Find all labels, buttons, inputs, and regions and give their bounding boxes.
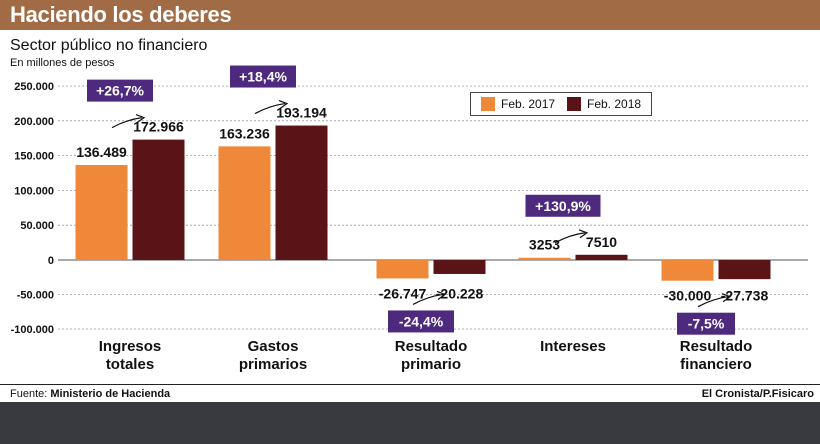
y-tick-label: 250.000	[14, 81, 54, 93]
source-prefix: Fuente:	[10, 388, 51, 400]
change-arrowhead	[578, 229, 589, 239]
change-arrow	[412, 293, 444, 305]
chart-subtitle: Sector público no financiero	[10, 37, 208, 54]
category-label: Gastos	[248, 338, 299, 355]
chart-title: Haciendo los deberes	[10, 2, 232, 27]
footer-divider	[0, 384, 820, 385]
bar-chart: 250.000 200.000 150.000 100.000 50.000 0 -50.0…	[11, 65, 808, 373]
category-label: Resultado	[680, 338, 753, 355]
legend-item-2018: Feb. 2018	[567, 96, 641, 112]
y-tick-label: 200.000	[14, 116, 54, 128]
infographic-card: Haciendo los deberes Sector público no f…	[0, 0, 820, 402]
category-label: totales	[106, 356, 154, 373]
bar	[661, 260, 714, 281]
legend: Feb. 2017 Feb. 2018	[470, 92, 652, 116]
legend-label-2018: Feb. 2018	[587, 97, 642, 111]
change-arrow	[254, 102, 286, 115]
data-label: -27.738	[721, 288, 769, 304]
credit-note: El Cronista/P.Fisicaro	[701, 388, 814, 400]
legend-label-2017: Feb. 2017	[501, 97, 556, 111]
change-badge	[525, 194, 601, 217]
data-label: 7510	[586, 234, 617, 250]
change-badge	[87, 79, 153, 102]
data-label: 172.966	[133, 119, 184, 135]
y-tick-label: 100.000	[14, 185, 54, 197]
legend-swatch-2018	[567, 97, 581, 111]
data-label: 163.236	[219, 125, 270, 141]
units-label: En millones de pesos	[10, 57, 115, 69]
bar	[376, 260, 429, 279]
bar	[518, 257, 571, 260]
change-arrow	[554, 232, 586, 244]
source-note: Fuente: Ministerio de Hacienda	[10, 388, 170, 400]
bar	[275, 125, 328, 260]
data-label: 193.194	[276, 105, 327, 121]
change-badge	[230, 65, 296, 88]
change-arrowhead	[135, 114, 146, 124]
change-badge	[677, 312, 735, 335]
bar	[132, 139, 185, 260]
category-label: Ingresos	[99, 338, 162, 355]
source-name: Ministerio de Hacienda	[50, 388, 171, 400]
y-tick-label: -50.000	[17, 290, 54, 302]
change-arrowhead	[278, 99, 289, 110]
legend-item-2017: Feb. 2017	[481, 96, 555, 112]
y-tick-label: 150.000	[14, 151, 54, 163]
data-label: 3253	[529, 237, 560, 253]
y-tick-label: -100.000	[11, 324, 54, 336]
change-badge	[388, 310, 454, 333]
y-tick-label: 0	[48, 255, 54, 267]
y-tick-label: 50.000	[20, 220, 54, 232]
change-arrow	[111, 117, 143, 129]
change-arrowhead	[436, 290, 447, 300]
data-label: -26.747	[379, 285, 427, 301]
change-badge-label: -7,5%	[688, 316, 725, 332]
bar	[718, 260, 771, 280]
data-label: -30.000	[664, 288, 712, 304]
bar	[433, 260, 486, 274]
change-arrowhead	[721, 293, 732, 303]
category-label: primarios	[239, 356, 307, 373]
category-label: Intereses	[540, 338, 606, 355]
category-label: Resultado	[395, 338, 468, 355]
data-label: -20.228	[436, 285, 484, 301]
data-label: 136.489	[76, 144, 127, 160]
bar	[575, 254, 628, 260]
bar	[218, 146, 271, 260]
change-badge-label: +26,7%	[96, 83, 144, 99]
bar	[75, 165, 128, 260]
change-arrow	[697, 296, 729, 308]
category-label: primario	[401, 356, 461, 373]
legend-swatch-2017	[481, 97, 495, 111]
change-badge-label: +130,9%	[535, 198, 591, 214]
change-badge-label: -24,4%	[399, 313, 444, 329]
category-label: financiero	[680, 356, 752, 373]
change-badge-label: +18,4%	[239, 69, 287, 85]
title-bar: Haciendo los deberes	[0, 0, 820, 30]
